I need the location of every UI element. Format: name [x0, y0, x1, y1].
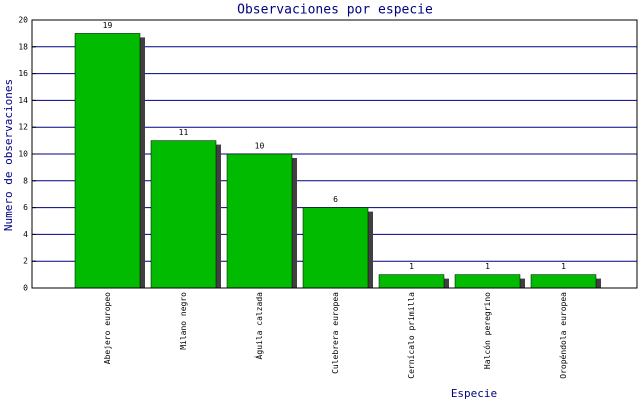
y-tick-label: 14 [18, 96, 28, 105]
value-label: 1 [485, 262, 490, 271]
value-label: 11 [179, 128, 189, 137]
chart-title: Observaciones por especie [237, 3, 433, 18]
y-tick-label: 12 [18, 123, 28, 132]
y-tick-label: 6 [23, 203, 28, 212]
x-tick-label: Milano negro [179, 292, 188, 350]
value-label: 10 [255, 142, 265, 151]
x-tick-label: Culebrera europea [331, 292, 340, 374]
x-tick-label: Cernícalo primilla [407, 292, 416, 379]
x-tick-label: Halcón peregrino [482, 292, 492, 369]
value-label: 1 [561, 262, 566, 271]
y-tick-label: 8 [23, 176, 28, 185]
y-tick-label: 0 [23, 284, 28, 293]
x-tick-label: Oropéndola europea [558, 292, 568, 379]
bar [530, 274, 597, 289]
bar [74, 33, 141, 289]
y-axis-title: Numero de observaciones [2, 79, 15, 231]
y-tick-label: 10 [18, 150, 28, 159]
plot-frame [31, 19, 638, 289]
y-tick-label: 16 [18, 69, 28, 78]
bar [302, 207, 369, 289]
x-axis-title: Especie [451, 387, 497, 400]
y-tick-label: 4 [23, 230, 28, 239]
value-label: 6 [333, 195, 338, 204]
x-tick-label: Abejero europeo [103, 292, 112, 364]
bar [454, 274, 521, 289]
bar [226, 153, 293, 289]
value-label: 19 [103, 21, 113, 30]
x-tick-label: Águila calzada [253, 292, 264, 360]
value-label: 1 [409, 262, 414, 271]
bar [150, 140, 217, 289]
bar [378, 274, 445, 289]
y-tick-label: 20 [18, 16, 28, 25]
y-tick-label: 18 [18, 42, 28, 51]
y-tick-label: 2 [23, 257, 28, 266]
